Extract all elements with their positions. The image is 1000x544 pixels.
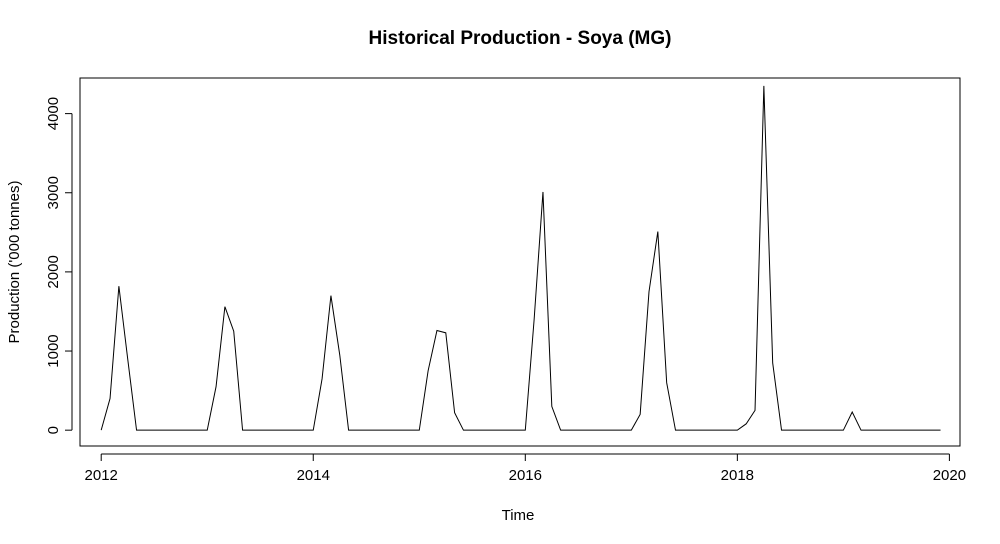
x-tick-label: 2020 [933,467,966,484]
series-line [100,85,941,431]
chart-title: Historical Production - Soya (MG) [368,28,672,49]
x-tick-label: 2018 [721,467,754,484]
y-tick-label: 4000 [45,97,62,130]
x-tick-label: 2012 [85,467,118,484]
x-axis: 2012 2014 2016 2018 2020 [85,453,966,484]
x-axis-label: Time [502,507,535,524]
y-axis: 0 1000 2000 3000 4000 [45,97,73,434]
x-tick-label: 2016 [509,467,542,484]
y-tick-label: 1000 [45,334,62,367]
y-tick-label: 3000 [45,176,62,209]
x-tick-label: 2014 [297,467,330,484]
y-tick-label: 0 [45,426,62,434]
y-tick-label: 2000 [45,255,62,288]
plot-frame [79,77,961,447]
y-axis-label: Production ('000 tonnes) [6,181,23,344]
